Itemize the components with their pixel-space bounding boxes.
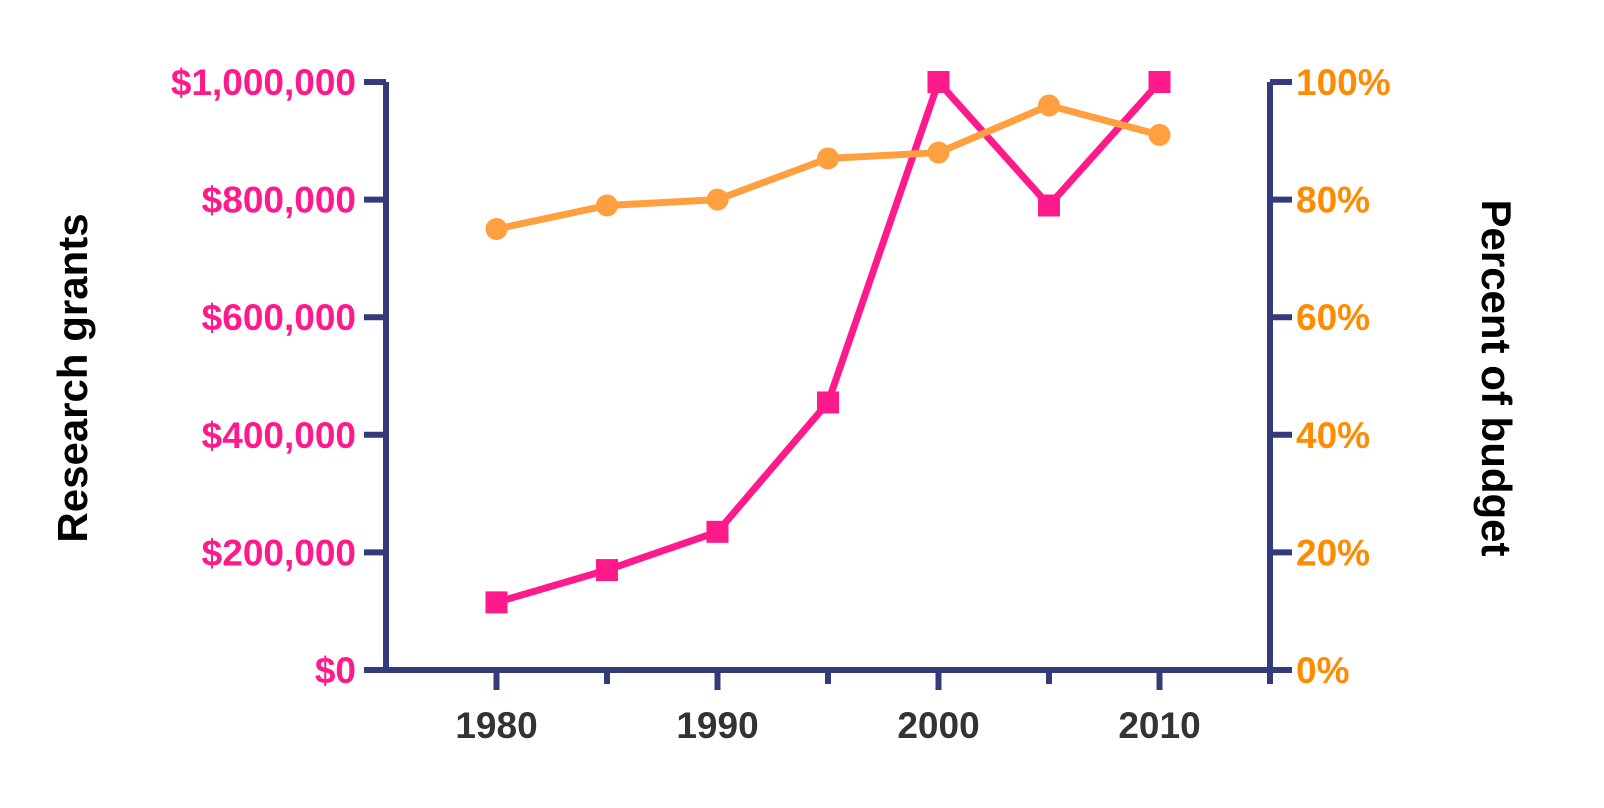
grants-data-point (485, 591, 508, 614)
budget-data-point (817, 147, 839, 170)
budget-data-point (485, 218, 508, 240)
left-axis-title: Research grants (49, 213, 96, 542)
left-y-tick-label: $0 (315, 650, 356, 691)
right-y-tick-label: 40% (1296, 415, 1370, 456)
grants-data-point (927, 71, 950, 93)
series-layer (485, 71, 1171, 614)
grants-data-point (596, 559, 618, 582)
right-y-tick-label: 100% (1296, 62, 1391, 103)
left-y-tick-label: $400,000 (202, 415, 356, 456)
grants-data-point (706, 520, 729, 543)
budget-data-point (927, 141, 950, 164)
labels-layer: Research grants Percent of budget $0 $200… (49, 62, 1520, 746)
left-y-tick-label: $200,000 (202, 532, 356, 573)
right-y-tick-label: 20% (1296, 532, 1370, 573)
grants-data-point (1038, 194, 1060, 217)
x-tick-label: 2010 (1118, 705, 1200, 746)
grants-data-point (1148, 71, 1171, 93)
grants-data-point (817, 391, 839, 414)
x-tick-label: 1980 (455, 705, 537, 746)
left-y-tick-label: $600,000 (202, 297, 356, 338)
axes (364, 79, 1292, 690)
budget-data-point (1148, 123, 1171, 146)
budget-data-point (706, 188, 729, 211)
left-y-tick-label: $1,000,000 (171, 62, 356, 103)
right-y-tick-label: 60% (1296, 297, 1370, 338)
budget-data-point (596, 194, 618, 217)
budget-data-point (1038, 94, 1060, 117)
x-tick-label: 2000 (897, 705, 979, 746)
right-y-tick-label: 80% (1296, 180, 1370, 221)
right-y-tick-label: 0% (1296, 650, 1349, 691)
x-tick-label: 1990 (676, 705, 758, 746)
right-axis-title: Percent of budget (1473, 199, 1520, 556)
left-y-tick-label: $800,000 (202, 180, 356, 221)
